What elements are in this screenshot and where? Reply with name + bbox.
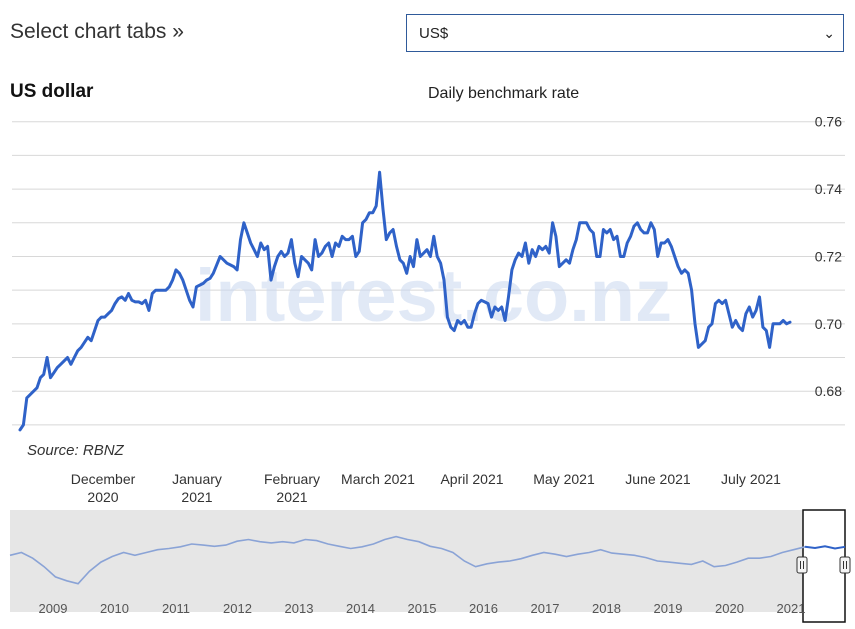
navigator-selected-line [804,545,846,550]
navigator-handle-right[interactable] [839,556,851,574]
y-tick-label: 0.70 [815,316,842,332]
navigator-year-label: 2012 [223,601,252,616]
chart-subtitle: Daily benchmark rate [428,85,580,102]
x-tick-label: April 2021 [440,471,503,487]
chevron-down-icon: ⌄ [823,24,835,41]
navigator-handle-left[interactable] [796,556,808,574]
navigator-background [10,510,805,612]
navigator-year-label: 2015 [408,601,437,616]
x-tick-label: February 2021 [264,471,320,505]
x-tick-label: January 2021 [172,471,222,505]
source-label: Source: RBNZ [27,442,125,459]
navigator-year-label: 2019 [654,601,683,616]
y-tick-label: 0.76 [815,114,842,130]
navigator-year-label: 2013 [285,601,314,616]
x-axis-ticks: December 2020 January 2021 February 2021 March… [71,471,781,505]
currency-select-value: US$ [419,24,449,42]
navigator-year-label: 2020 [715,601,744,616]
navigator-year-labels: 2009 2010 2011 2012 2013 2014 2015 2016 2017 2018… [39,601,806,616]
y-tick-label: 0.68 [815,383,842,399]
grid-lines [12,121,845,426]
navigator-line [9,535,806,585]
x-tick-label: March 2021 [341,471,415,487]
page-heading: Select chart tabs » [10,20,184,43]
chart-title: US dollar [10,81,94,102]
navigator-year-label: 2010 [100,601,129,616]
y-tick-label: 0.72 [815,248,842,264]
watermark-text: interest.co.nz [195,254,672,337]
navigator-year-label: 2016 [469,601,498,616]
navigator-selected-range[interactable] [802,509,846,623]
navigator-year-label: 2018 [592,601,621,616]
navigator-chart[interactable]: 2009 2010 2011 2012 2013 2014 2015 2016 2017 2018… [0,505,855,629]
navigator-year-label: 2009 [39,601,68,616]
y-axis-ticks: 0.76 0.74 0.72 0.70 0.68 [815,114,842,399]
main-chart[interactable]: interest.co.nz 0.76 0.74 0.72 0.70 0.68 Dece… [0,105,855,505]
x-tick-label: May 2021 [533,471,595,487]
x-tick-label: July 2021 [721,471,781,487]
navigator-year-label: 2021 [777,601,806,616]
x-tick-label: June 2021 [625,471,691,487]
navigator-year-label: 2017 [531,601,560,616]
y-tick-label: 0.74 [815,181,842,197]
currency-select[interactable]: US$ ⌄ [406,14,844,52]
x-tick-label: December 2020 [71,471,136,505]
navigator-year-label: 2011 [162,601,190,616]
navigator-year-label: 2014 [346,601,375,616]
series-line [18,170,792,432]
